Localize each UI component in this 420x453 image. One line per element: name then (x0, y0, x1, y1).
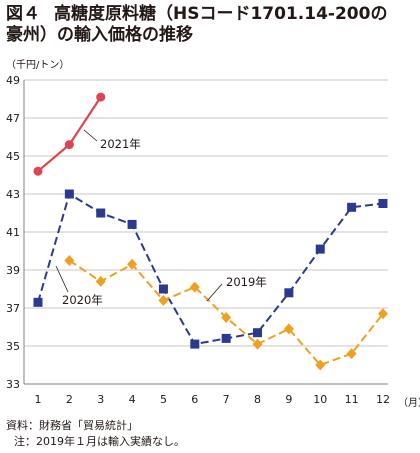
series-label: 2020年 (62, 293, 103, 307)
note-text: 注：2019年１月は輸入実績なし。 (14, 435, 185, 448)
title-line-2: 豪州）の輸入価格の推移 (6, 25, 193, 45)
data-point (253, 328, 263, 338)
data-point (284, 288, 294, 298)
y-tick-label: 37 (6, 302, 20, 315)
y-tick-label: 43 (6, 188, 20, 201)
data-point (64, 140, 74, 150)
data-point (189, 281, 200, 293)
data-point (96, 92, 106, 102)
x-tick-label: 12 (376, 393, 390, 406)
data-point (95, 275, 106, 287)
data-point (33, 166, 43, 176)
data-point (64, 255, 75, 266)
x-tick-label: 6 (191, 393, 198, 406)
x-tick-label: 11 (345, 393, 359, 406)
label-leader-line (55, 265, 69, 293)
y-tick-label: 47 (6, 112, 20, 125)
label-leader-line (206, 283, 223, 302)
x-tick-label: 7 (223, 393, 230, 406)
data-point (315, 359, 326, 371)
data-point (221, 333, 231, 343)
label-leader-line (83, 129, 98, 142)
y-tick-label: 45 (6, 150, 20, 163)
data-point (315, 244, 325, 254)
data-point (64, 189, 74, 199)
y-axis-unit: （千円/トン） (6, 60, 70, 71)
figure-label: 図４ (6, 4, 40, 24)
x-tick-label: 3 (97, 393, 104, 406)
y-tick-label: 49 (6, 74, 20, 87)
x-tick-label: 8 (254, 393, 261, 406)
x-tick-label: 4 (129, 393, 136, 406)
x-tick-label: 5 (160, 393, 167, 406)
data-point (377, 308, 388, 320)
y-tick-label: 35 (6, 340, 20, 353)
x-tick-label: 1 (35, 393, 42, 406)
data-point (221, 312, 232, 323)
data-point (127, 219, 137, 229)
data-point (96, 208, 106, 218)
data-point (33, 297, 43, 307)
data-point (378, 199, 388, 208)
x-tick-label: 2 (66, 393, 73, 406)
data-point (127, 258, 138, 270)
x-axis-unit: （月） (398, 398, 420, 409)
data-point (190, 339, 200, 349)
series-label: 2021年 (100, 137, 141, 151)
data-point (283, 323, 294, 335)
chart-title: 図４ 高糖度原料糖（HSコード1701.14-200の 豪州）の輸入価格の推移 (6, 4, 416, 46)
data-point (252, 338, 263, 350)
y-tick-label: 33 (6, 378, 20, 391)
data-point (346, 348, 357, 360)
x-tick-label: 10 (313, 393, 327, 406)
series-label: 2019年 (226, 275, 267, 289)
x-tick-label: 9 (285, 393, 292, 406)
source-text: 資料：財務省「貿易統計」 (6, 419, 138, 432)
data-point (158, 284, 168, 294)
data-point (158, 294, 169, 306)
title-line-1: 高糖度原料糖（HSコード1701.14-200の (54, 4, 388, 24)
y-tick-label: 39 (6, 264, 20, 277)
series-line-1 (37, 192, 384, 346)
data-point (347, 202, 357, 212)
series-line-0 (37, 96, 102, 173)
y-tick-label: 41 (6, 226, 20, 239)
